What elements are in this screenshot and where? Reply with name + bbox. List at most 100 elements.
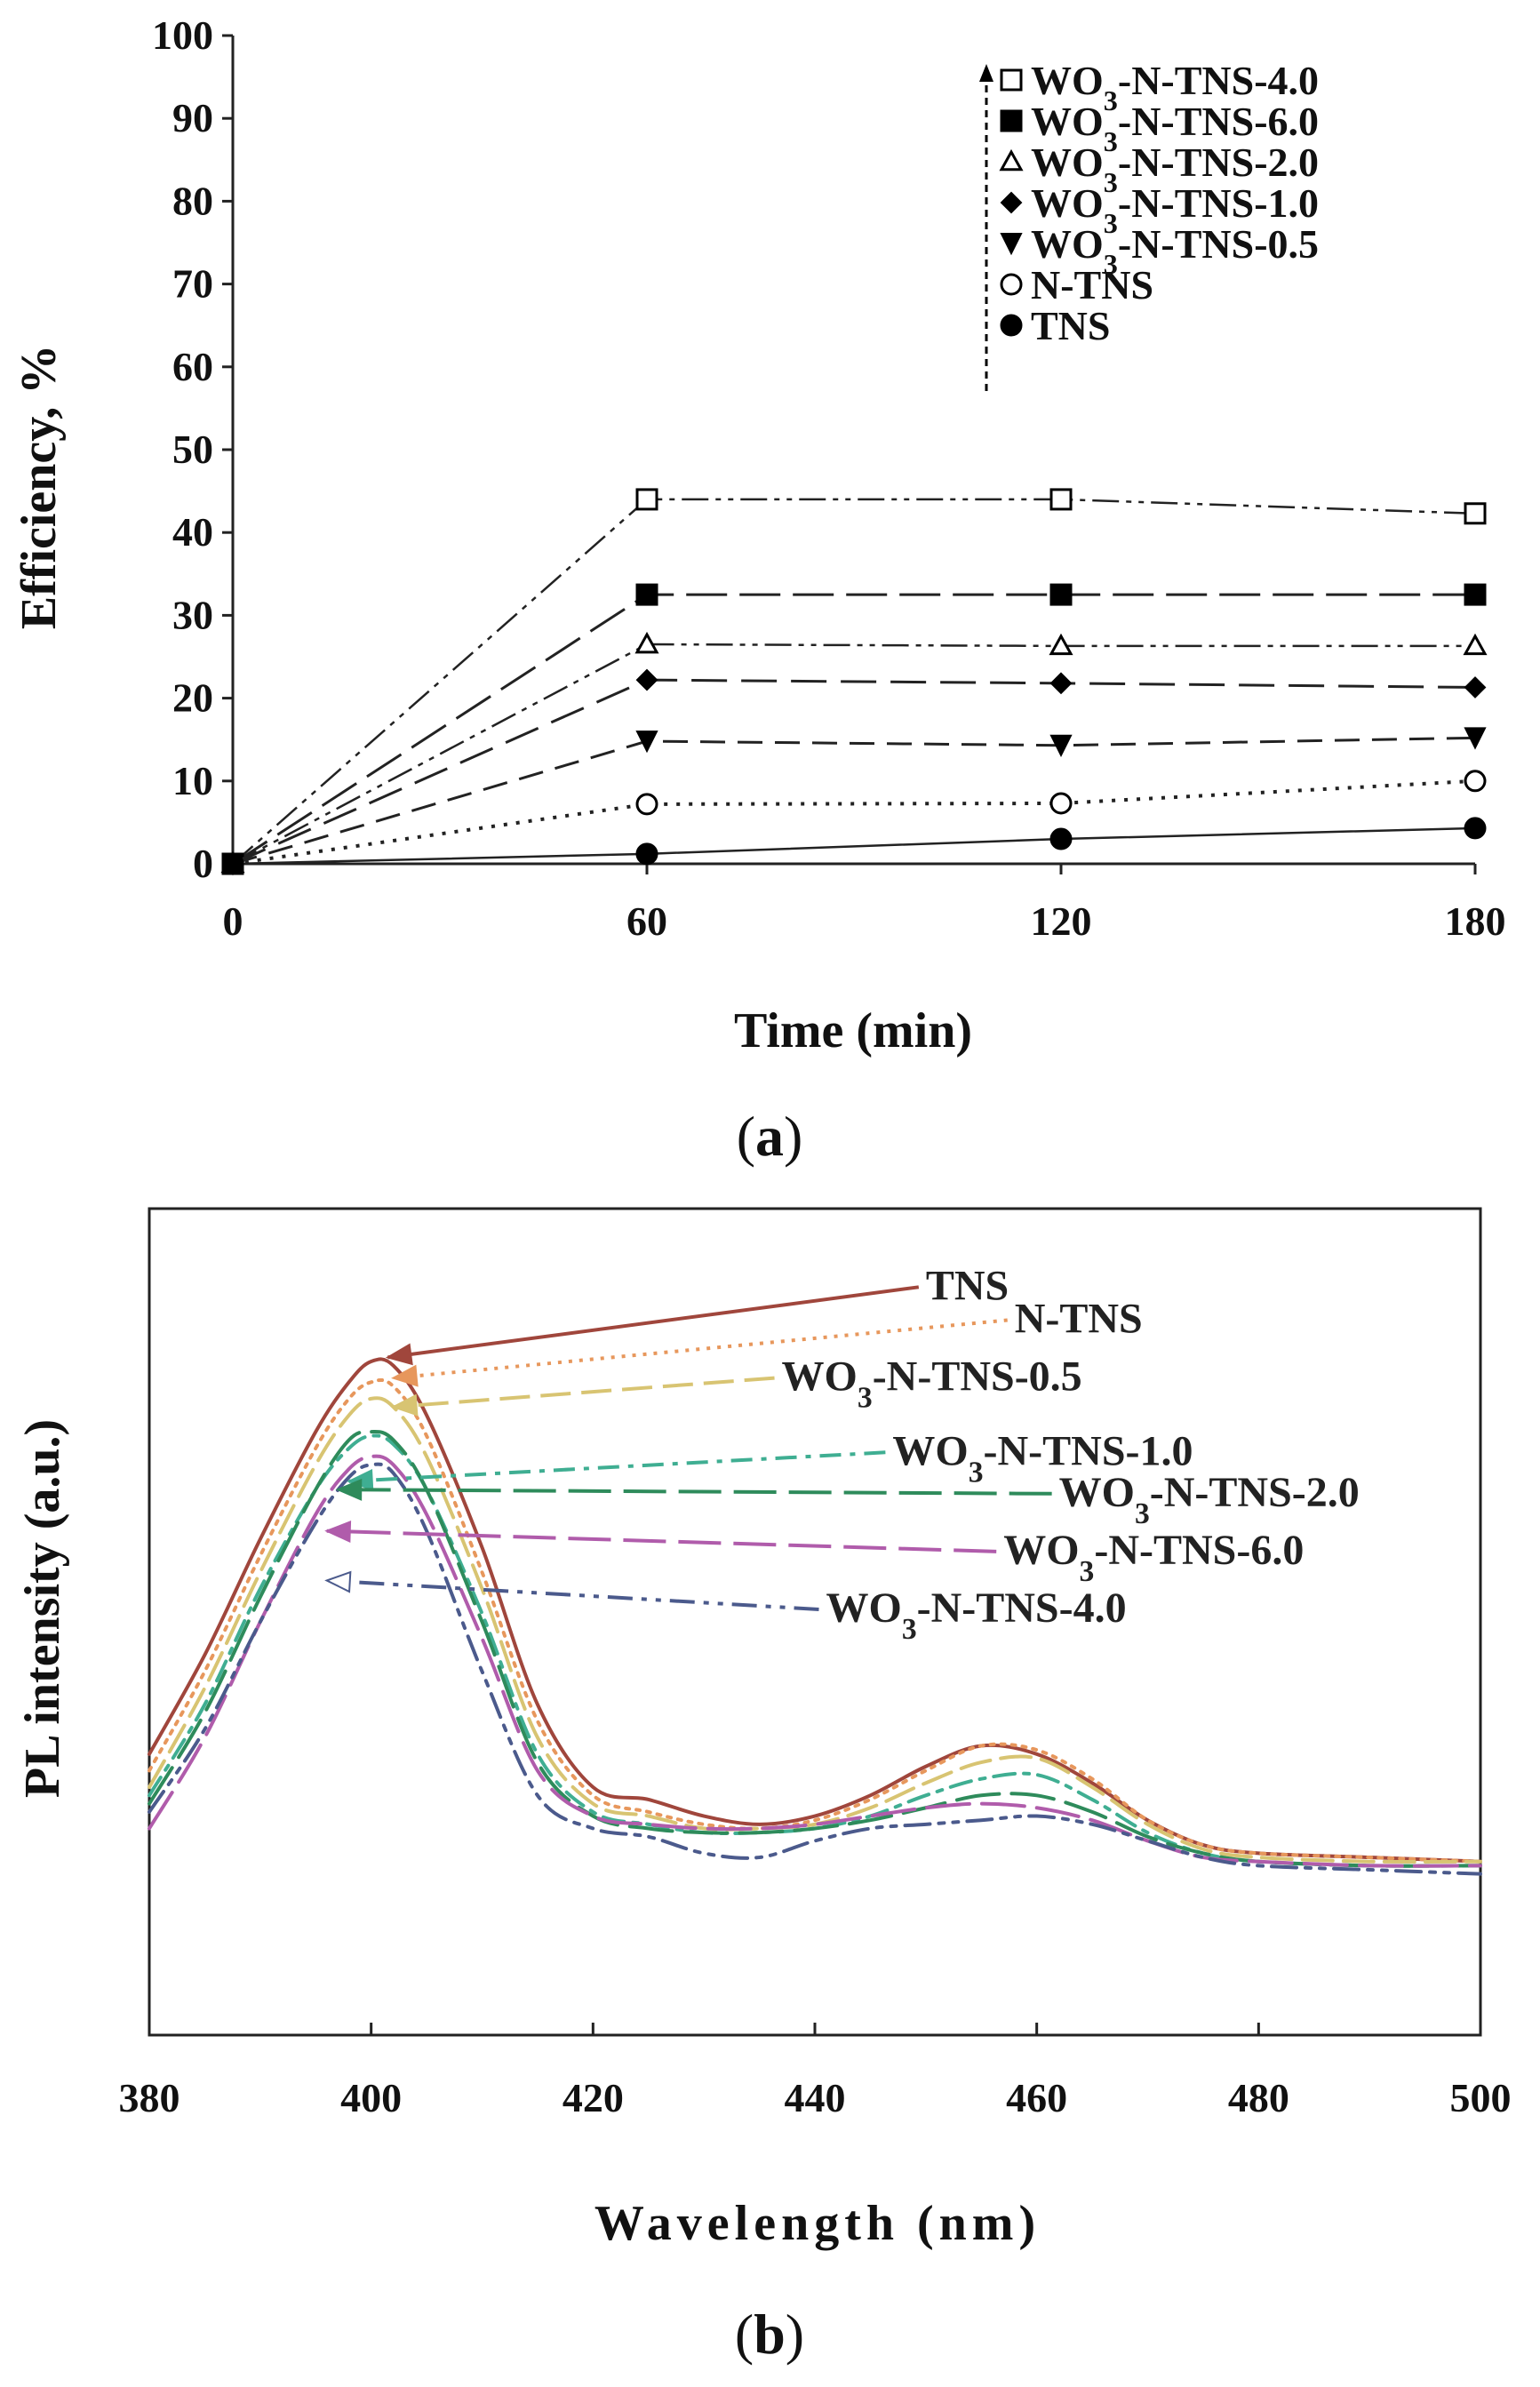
panel-b-annotation-arrow	[326, 1578, 819, 1611]
panel-b-annotation-arrowhead	[391, 1364, 419, 1387]
panel-a-x-axis-title: Time (min)	[734, 1003, 972, 1058]
panel-b-annotation-arrow	[348, 1450, 886, 1483]
panel-a-data-point	[635, 793, 658, 816]
panel-b-annotation-arrow	[338, 1488, 1052, 1496]
panel-b-annotation-label: WO3-N-TNS-2.0	[1059, 1469, 1360, 1530]
panel-a-series-wo3-n-tns-1.0	[221, 668, 1487, 875]
panel-a-x-tick-label: 60	[626, 898, 667, 944]
panel-b-annotation-wo3-n-tns-2.0: WO3-N-TNS-2.0	[335, 1469, 1360, 1530]
panel-a-data-point	[1464, 770, 1487, 793]
panel-a-data-point	[1464, 817, 1487, 840]
panel-a-y-axis-title: Efficiency, %	[12, 345, 67, 629]
panel-a-legend-marker	[999, 148, 1024, 172]
panel-b-annotation-wo3-n-tns-4.0: WO3-N-TNS-4.0	[324, 1570, 1127, 1646]
panel-b-annotation-label: TNS	[926, 1262, 1009, 1309]
panel-a-x-tick-label: 120	[1031, 898, 1092, 944]
panel-a-data-point	[635, 488, 658, 511]
panel-b-annotation-arrow	[393, 1318, 1008, 1380]
panel-a-legend-label: WO3-N-TNS-6.0	[1031, 99, 1319, 157]
panel-a-legend: WO3-N-TNS-4.0WO3-N-TNS-6.0WO3-N-TNS-2.0W…	[979, 58, 1319, 391]
panel-a-legend-label: WO3-N-TNS-1.0	[1031, 180, 1319, 239]
panel-b-label: (b)	[735, 2303, 804, 2366]
panel-a-y-tick-label: 90	[172, 95, 213, 140]
panel-b-series	[148, 1357, 1482, 1876]
panel-a-series-line	[232, 643, 1475, 866]
panel-b-annotation-label: WO3-N-TNS-6.0	[1003, 1527, 1304, 1588]
panel-a-data-point	[1049, 583, 1073, 606]
panel-b-series-wo3-n-tns-2.0	[148, 1430, 1482, 1868]
panel-b-annotation-tns: TNS	[385, 1262, 1009, 1366]
panel-a-legend-label: WO3-N-TNS-4.0	[1031, 58, 1319, 116]
panel-b-plot-frame	[148, 1207, 1482, 2037]
panel-a-x-ticks: 0 60 120 180	[223, 864, 1506, 944]
panel-a-efficiency-chart: 0 10 20 30 40 50 60 70 80 90 100 0 60 120 180 WO3-N-T…	[12, 12, 1506, 1168]
panel-a-y-tick-label: 50	[172, 427, 213, 472]
panel-a-y-tick-label: 40	[172, 509, 213, 555]
panel-a-legend-marker	[1000, 314, 1023, 337]
panel-b-annotation-n-tns: N-TNS	[391, 1296, 1143, 1387]
panel-b-series-wo3-n-tns-6.0	[148, 1454, 1482, 1868]
panel-a-data-point	[1049, 488, 1073, 511]
panel-a-data-point	[221, 852, 244, 875]
panel-b-series-wo3-n-tns-0.5	[148, 1396, 1482, 1864]
panel-a-legend-label: WO3-N-TNS-0.5	[1031, 221, 1319, 280]
panel-a-data-point	[1464, 502, 1487, 525]
panel-a-data-point	[1049, 672, 1073, 695]
panel-a-x-tick-label: 180	[1445, 898, 1506, 944]
panel-b-x-tick-label: 480	[1228, 2075, 1289, 2120]
panel-a-series-line	[232, 778, 1476, 866]
panel-a-legend-marker	[1000, 273, 1023, 296]
panel-a-series-line	[232, 736, 1476, 866]
panel-a-series-wo3-n-tns-0.5	[221, 727, 1487, 876]
panel-a-series-tns	[221, 817, 1487, 875]
panel-b-series-wo3-n-tns-4.0	[148, 1462, 1482, 1876]
panel-b-x-tick-label: 440	[785, 2075, 846, 2120]
panel-a-legend-label: N-TNS	[1031, 262, 1153, 307]
panel-a-label: (a)	[737, 1105, 803, 1168]
panel-b-x-ticks: 380 400 420 440 460 480 500	[119, 2023, 1512, 2120]
panel-a-y-ticks: 0 10 20 30 40 50 60 70 80 90 100	[152, 12, 233, 886]
panel-b-annotation-arrowhead	[391, 1393, 419, 1417]
panel-b-x-tick-label: 460	[1006, 2075, 1067, 2120]
panel-b-annotation-arrowhead	[324, 1521, 352, 1544]
panel-a-y-tick-label: 100	[152, 12, 213, 58]
panel-b-series-n-tns	[148, 1377, 1482, 1864]
panel-a-legend-marker	[1000, 68, 1023, 92]
panel-a-data-point	[1049, 792, 1073, 815]
panel-b-annotation-wo3-n-tns-6.0: WO3-N-TNS-6.0	[324, 1521, 1304, 1588]
panel-a-data-point	[635, 668, 658, 691]
panel-b-annotation-arrow	[326, 1529, 997, 1553]
panel-a-y-tick-label: 10	[172, 758, 213, 803]
panel-a-y-tick-label: 80	[172, 178, 213, 223]
panel-b-x-tick-label: 380	[119, 2075, 180, 2120]
panel-b-annotation-label: WO3-N-TNS-1.0	[892, 1427, 1193, 1489]
panel-a-data-point	[1464, 676, 1487, 699]
panel-b-x-axis-title: Wavelength (nm)	[594, 2196, 1041, 2251]
panel-a-legend-label: WO3-N-TNS-2.0	[1031, 140, 1319, 198]
panel-b-annotation-arrowhead	[324, 1570, 352, 1593]
panel-b-annotation-arrowhead	[385, 1343, 413, 1366]
panel-b-annotation-arrowhead	[335, 1478, 363, 1501]
panel-a-y-tick-label: 60	[172, 344, 213, 389]
panel-a-legend-marker	[1000, 191, 1023, 214]
panel-a-series-n-tns	[221, 770, 1487, 875]
panel-b-annotation-label: WO3-N-TNS-4.0	[826, 1585, 1126, 1646]
panel-a-series-wo3-n-tns-6.0	[221, 583, 1487, 875]
panel-a-y-tick-label: 70	[172, 261, 213, 307]
panel-a-legend-label: TNS	[1031, 303, 1110, 348]
panel-b-annotation-arrow	[393, 1376, 775, 1409]
panel-a-data-point	[1049, 734, 1073, 757]
panel-a-data-point	[1464, 727, 1487, 750]
panel-a-series-line	[232, 826, 1476, 866]
panel-a-series-line	[232, 678, 1476, 866]
panel-a-legend-marker	[1000, 109, 1023, 132]
panel-b-y-axis-title: PL intensity (a.u.)	[15, 1419, 70, 1798]
panel-a-data-point	[1049, 827, 1073, 850]
panel-a-data-point	[635, 583, 658, 606]
panel-b-annotation-wo3-n-tns-1.0: WO3-N-TNS-1.0	[347, 1427, 1193, 1491]
panel-a-legend-arrow-head	[979, 64, 993, 82]
panel-b-x-tick-label: 400	[340, 2075, 402, 2120]
panel-a-y-tick-label: 20	[172, 675, 213, 721]
